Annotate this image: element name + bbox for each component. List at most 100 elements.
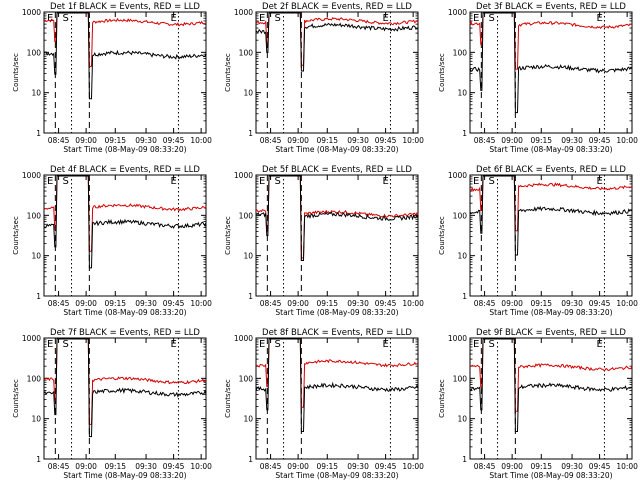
marker-label: E: [170, 176, 176, 187]
x-tick-label: 09:15: [316, 462, 338, 471]
marker-label: E: [259, 176, 265, 187]
marker-label: S: [63, 339, 69, 350]
series-events: [255, 12, 419, 72]
y-tick-label: 100: [239, 48, 254, 57]
y-tick-label: 1000: [22, 8, 41, 17]
marker-label: E: [47, 13, 53, 24]
y-axis-label: Counts/sec: [438, 53, 446, 92]
x-tick-label: 09:45: [589, 462, 611, 471]
panel-title: Det 7f BLACK = Events, RED = LLD: [50, 328, 200, 338]
panel-title: Det 1f BLACK = Events, RED = LLD: [50, 2, 200, 12]
x-axis-label: Start Time (08-May-09 08:33:20): [489, 145, 612, 154]
marker-label: S: [63, 13, 69, 24]
panel-title: Det 8f BLACK = Events, RED = LLD: [262, 328, 412, 338]
y-tick-label: 10: [457, 252, 467, 261]
panel-det-4: Det 4f BLACK = Events, RED = LLD 1 10 100 10…: [12, 165, 212, 317]
series-events: [255, 338, 419, 432]
series-events: [43, 12, 207, 100]
plot-frame: [255, 11, 419, 134]
x-tick-label: 10:00: [190, 136, 212, 145]
plot-frame: [469, 174, 633, 297]
marker-label: E: [382, 339, 388, 350]
x-tick-label: 09:30: [135, 136, 157, 145]
marker-label: E: [259, 339, 265, 350]
y-axis-label: Counts/sec: [224, 53, 232, 92]
x-tick-label: 09:45: [589, 299, 611, 308]
x-tick-label: 09:00: [501, 299, 523, 308]
x-tick-label: 09:45: [375, 136, 397, 145]
y-tick-label: 100: [27, 211, 42, 220]
marker-label: S: [489, 339, 495, 350]
marker-label: E: [170, 13, 176, 24]
y-tick-label: 10: [243, 89, 253, 98]
marker-label: E: [47, 176, 53, 187]
x-tick-label: 09:00: [75, 462, 97, 471]
panel-det-1: Det 1f BLACK = Events, RED = LLD 1 10 100 10…: [12, 2, 212, 154]
x-tick-label: 09:15: [104, 299, 126, 308]
x-tick-label: 09:30: [135, 462, 157, 471]
x-tick-label: 08:45: [260, 136, 282, 145]
marker-label: E: [596, 339, 602, 350]
panel-title: Det 3f BLACK = Events, RED = LLD: [476, 2, 626, 12]
series-lld: [43, 338, 207, 425]
y-tick-label: 1000: [22, 334, 41, 343]
series-events: [43, 175, 207, 269]
x-axis-label: Start Time (08-May-09 08:33:20): [275, 471, 398, 480]
y-axis-label: Counts/sec: [12, 379, 20, 418]
y-tick-label: 1: [462, 455, 467, 464]
x-axis-label: Start Time (08-May-09 08:33:20): [63, 145, 186, 154]
y-tick-label: 100: [27, 48, 42, 57]
x-tick-label: 09:00: [75, 299, 97, 308]
x-tick-label: 08:45: [48, 136, 70, 145]
y-axis-label: Counts/sec: [224, 216, 232, 255]
y-tick-label: 10: [243, 252, 253, 261]
marker-label: E: [382, 176, 388, 187]
plot-frame: [255, 174, 419, 297]
x-tick-label: 09:45: [163, 299, 185, 308]
y-tick-label: 100: [239, 211, 254, 220]
plot-frame: [469, 337, 633, 460]
y-tick-label: 1: [36, 292, 41, 301]
y-tick-label: 1: [462, 129, 467, 138]
panel-title: Det 6f BLACK = Events, RED = LLD: [476, 165, 626, 175]
x-tick-label: 09:30: [135, 299, 157, 308]
x-tick-label: 08:45: [48, 299, 70, 308]
y-tick-label: 1: [248, 292, 253, 301]
x-tick-label: 08:45: [260, 462, 282, 471]
y-tick-label: 1: [248, 455, 253, 464]
panel-title: Det 4f BLACK = Events, RED = LLD: [50, 165, 200, 175]
series-events: [469, 338, 633, 432]
panel-det-3: Det 3f BLACK = Events, RED = LLD 1 10 100 10…: [438, 2, 638, 154]
x-tick-label: 09:30: [347, 299, 369, 308]
x-tick-label: 10:00: [190, 462, 212, 471]
y-tick-label: 1: [462, 292, 467, 301]
y-tick-label: 100: [453, 48, 468, 57]
series-events: [43, 338, 207, 438]
y-tick-label: 100: [27, 374, 42, 383]
x-tick-label: 09:00: [75, 136, 97, 145]
y-tick-label: 10: [457, 415, 467, 424]
plot-frame: [43, 174, 207, 297]
x-tick-label: 09:15: [316, 299, 338, 308]
x-tick-label: 09:30: [561, 136, 583, 145]
marker-label: S: [63, 176, 69, 187]
x-tick-label: 09:15: [530, 136, 552, 145]
x-tick-label: 09:15: [104, 136, 126, 145]
y-tick-label: 10: [31, 415, 41, 424]
panel-det-9: Det 9f BLACK = Events, RED = LLD 1 10 100 10…: [438, 328, 638, 480]
plot-frame: [43, 337, 207, 460]
y-axis-label: Counts/sec: [12, 53, 20, 92]
y-tick-label: 100: [239, 374, 254, 383]
y-tick-label: 1000: [22, 171, 41, 180]
y-tick-label: 100: [453, 211, 468, 220]
x-tick-label: 10:00: [616, 462, 638, 471]
marker-label: S: [489, 13, 495, 24]
x-tick-label: 09:15: [530, 462, 552, 471]
marker-label: E: [596, 13, 602, 24]
x-axis-label: Start Time (08-May-09 08:33:20): [63, 471, 186, 480]
series-events: [255, 175, 419, 261]
marker-label: S: [275, 339, 281, 350]
x-axis-label: Start Time (08-May-09 08:33:20): [275, 145, 398, 154]
marker-label: E: [259, 13, 265, 24]
